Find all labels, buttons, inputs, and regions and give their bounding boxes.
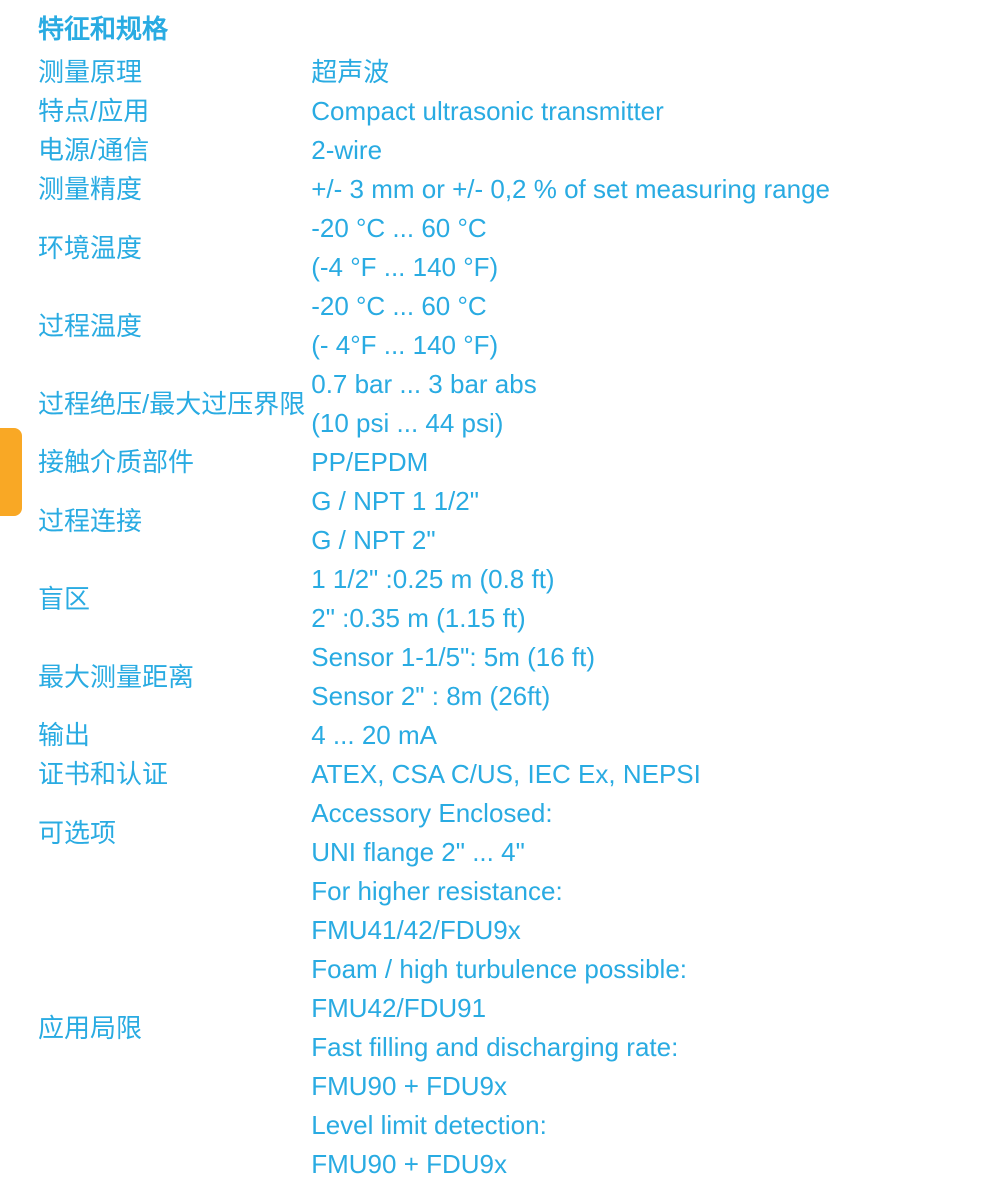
spec-value-line: +/- 3 mm or +/- 0,2 % of set measuring r…	[311, 170, 830, 209]
spec-value-line: 2-wire	[311, 131, 830, 170]
spec-value-line: Sensor 2" : 8m (26ft)	[311, 677, 830, 716]
spec-label: 输出	[38, 716, 309, 755]
spec-value-line: (-4 °F ... 140 °F)	[311, 248, 830, 287]
spec-value: Accessory Enclosed:UNI flange 2" ... 4"	[309, 794, 830, 872]
spec-row: 环境温度-20 °C ... 60 °C(-4 °F ... 140 °F)	[38, 209, 830, 287]
spec-value-line: ATEX, CSA C/US, IEC Ex, NEPSI	[311, 755, 830, 794]
spec-row: 应用局限For higher resistance:FMU41/42/FDU9x…	[38, 872, 830, 1184]
spec-label: 过程绝压/最大过压界限	[38, 365, 309, 443]
spec-value-line: Accessory Enclosed:	[311, 794, 830, 833]
spec-row: 特点/应用Compact ultrasonic transmitter	[38, 92, 830, 131]
spec-value-line: Foam / high turbulence possible:	[311, 950, 830, 989]
spec-row: 过程连接G / NPT 1 1/2"G / NPT 2"	[38, 482, 830, 560]
spec-row: 最大测量距离Sensor 1-1/5": 5m (16 ft)Sensor 2"…	[38, 638, 830, 716]
side-tab[interactable]	[0, 428, 22, 516]
spec-label: 环境温度	[38, 209, 309, 287]
spec-value: G / NPT 1 1/2"G / NPT 2"	[309, 482, 830, 560]
spec-row: 测量原理超声波	[38, 53, 830, 92]
spec-row: 过程绝压/最大过压界限0.7 bar ... 3 bar abs(10 psi …	[38, 365, 830, 443]
spec-value: -20 °C ... 60 °C(-4 °F ... 140 °F)	[309, 209, 830, 287]
spec-label: 测量原理	[38, 53, 309, 92]
spec-value-line: 1 1/2" :0.25 m (0.8 ft)	[311, 560, 830, 599]
spec-value: Compact ultrasonic transmitter	[309, 92, 830, 131]
spec-label: 过程连接	[38, 482, 309, 560]
spec-value-line: (10 psi ... 44 psi)	[311, 404, 830, 443]
spec-label: 最大测量距离	[38, 638, 309, 716]
spec-value-line: 超声波	[311, 53, 830, 92]
spec-value-line: G / NPT 2"	[311, 521, 830, 560]
spec-value: 超声波	[309, 53, 830, 92]
spec-label: 特点/应用	[38, 92, 309, 131]
spec-value: 2-wire	[309, 131, 830, 170]
spec-value-line: FMU90 + FDU9x	[311, 1067, 830, 1106]
spec-label: 证书和认证	[38, 755, 309, 794]
spec-label: 测量精度	[38, 170, 309, 209]
spec-value-line: G / NPT 1 1/2"	[311, 482, 830, 521]
spec-value-line: FMU90 + FDU9x	[311, 1145, 830, 1184]
spec-value: Sensor 1-1/5": 5m (16 ft)Sensor 2" : 8m …	[309, 638, 830, 716]
spec-value-line: UNI flange 2" ... 4"	[311, 833, 830, 872]
spec-value-line: Compact ultrasonic transmitter	[311, 92, 830, 131]
spec-value-line: 2" :0.35 m (1.15 ft)	[311, 599, 830, 638]
spec-row: 输出4 ... 20 mA	[38, 716, 830, 755]
spec-row: 电源/通信2-wire	[38, 131, 830, 170]
spec-value-line: PP/EPDM	[311, 443, 830, 482]
spec-label: 应用局限	[38, 872, 309, 1184]
spec-row: 测量精度+/- 3 mm or +/- 0,2 % of set measuri…	[38, 170, 830, 209]
spec-value: For higher resistance:FMU41/42/FDU9xFoam…	[309, 872, 830, 1184]
spec-value-line: -20 °C ... 60 °C	[311, 287, 830, 326]
spec-value-line: For higher resistance:	[311, 872, 830, 911]
spec-label: 接触介质部件	[38, 443, 309, 482]
spec-value: +/- 3 mm or +/- 0,2 % of set measuring r…	[309, 170, 830, 209]
spec-label: 过程温度	[38, 287, 309, 365]
spec-value-line: -20 °C ... 60 °C	[311, 209, 830, 248]
spec-value-line: 0.7 bar ... 3 bar abs	[311, 365, 830, 404]
spec-row: 过程温度-20 °C ... 60 °C(- 4°F ... 140 °F)	[38, 287, 830, 365]
spec-value: 4 ... 20 mA	[309, 716, 830, 755]
spec-row: 可选项Accessory Enclosed:UNI flange 2" ... …	[38, 794, 830, 872]
spec-value: 0.7 bar ... 3 bar abs(10 psi ... 44 psi)	[309, 365, 830, 443]
spec-value-line: FMU42/FDU91	[311, 989, 830, 1028]
spec-table: 测量原理超声波特点/应用Compact ultrasonic transmitt…	[38, 53, 830, 1184]
spec-value-line: Sensor 1-1/5": 5m (16 ft)	[311, 638, 830, 677]
spec-value: -20 °C ... 60 °C(- 4°F ... 140 °F)	[309, 287, 830, 365]
spec-value-line: (- 4°F ... 140 °F)	[311, 326, 830, 365]
spec-row: 盲区1 1/2" :0.25 m (0.8 ft)2" :0.35 m (1.1…	[38, 560, 830, 638]
spec-value-line: 4 ... 20 mA	[311, 716, 830, 755]
spec-row: 证书和认证ATEX, CSA C/US, IEC Ex, NEPSI	[38, 755, 830, 794]
spec-value: PP/EPDM	[309, 443, 830, 482]
spec-value: ATEX, CSA C/US, IEC Ex, NEPSI	[309, 755, 830, 794]
spec-value-line: Fast filling and discharging rate:	[311, 1028, 830, 1067]
spec-label: 电源/通信	[38, 131, 309, 170]
spec-label: 可选项	[38, 794, 309, 872]
spec-value: 1 1/2" :0.25 m (0.8 ft)2" :0.35 m (1.15 …	[309, 560, 830, 638]
spec-value-line: FMU41/42/FDU9x	[311, 911, 830, 950]
spec-label: 盲区	[38, 560, 309, 638]
spec-value-line: Level limit detection:	[311, 1106, 830, 1145]
spec-row: 接触介质部件PP/EPDM	[38, 443, 830, 482]
section-title: 特征和规格	[38, 10, 1006, 49]
